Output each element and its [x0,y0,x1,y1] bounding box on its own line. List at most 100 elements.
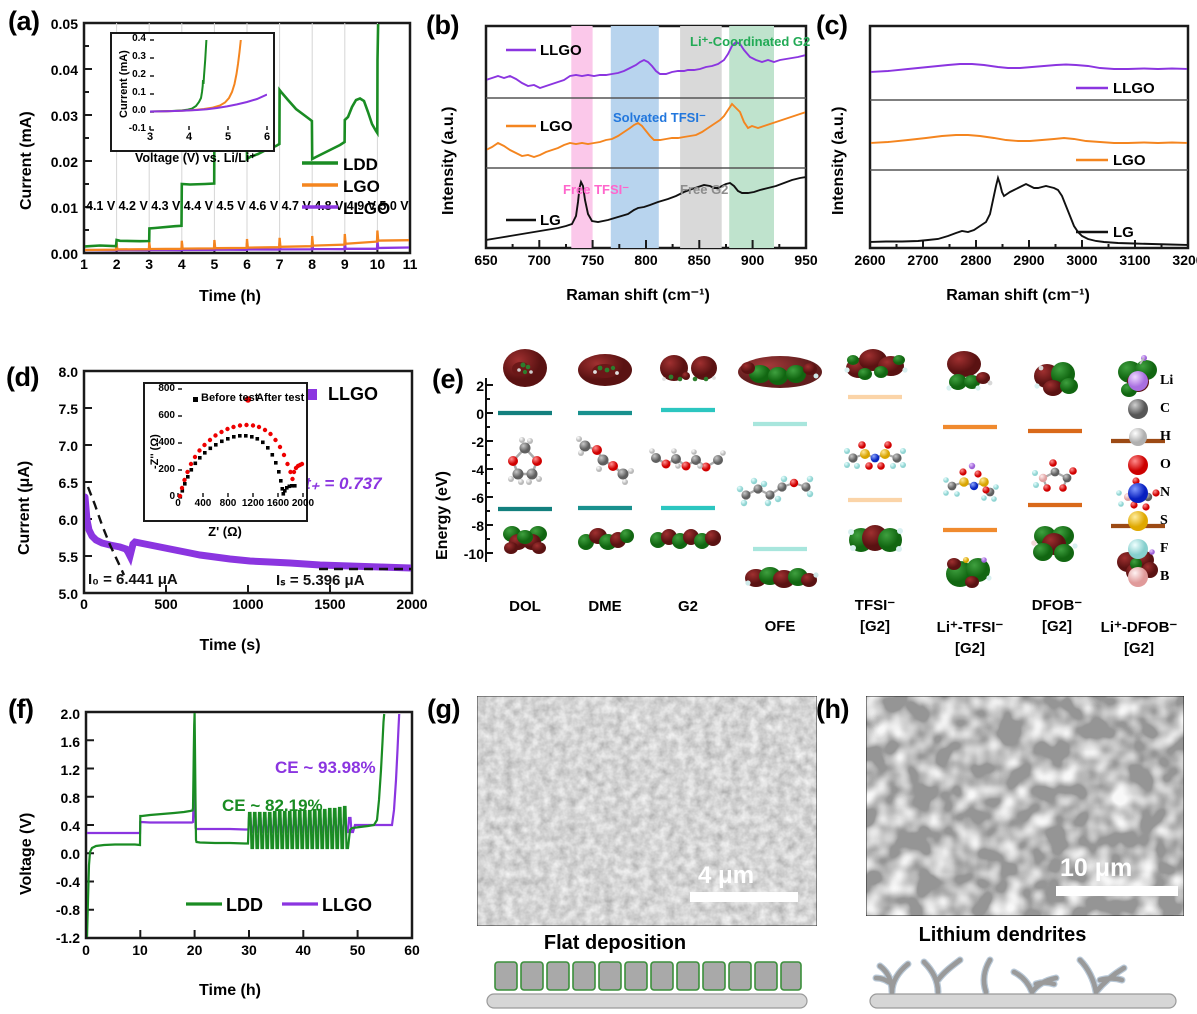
panel-a: (a) Current (mA) Time (h) 0.05 0.04 0.03… [0,0,420,315]
panel-a-xtick-2: 3 [145,256,154,272]
panel-b-xtick-3: 800 [634,252,658,268]
panel-a-xtick-9: 10 [369,256,386,272]
panel-a-legend-lines [302,161,338,209]
panel-e-atom-li: Li [1160,373,1174,388]
panel-e-ytick-5: -8 [471,518,484,534]
panel-e-atom-h: H [1160,429,1171,444]
panel-c-xtick-4: 3000 [1066,252,1098,268]
panel-a-xtick-5: 6 [243,256,251,272]
panel-d-label: (d) [6,362,39,392]
panel-a-xtick-0: 1 [80,256,88,272]
panel-a-inset-xtick-1: 4 [185,131,193,143]
panel-a-ytick-5: 0.05 [50,16,78,32]
panel-e-species-li-tfsi-g2: [G2] [955,640,985,657]
panel-f-ytick-2: -0.4 [55,874,80,890]
panel-e-label: (e) [432,364,464,394]
panel-a-inset-ytick-2: 0.1 [132,87,146,98]
panel-f-ytick-3: 0.0 [60,846,80,862]
panel-c-trace-llgo: LLGO [1113,80,1155,97]
panel-a-inset-ytick-3: 0.2 [132,69,146,80]
panel-d-inset-xtick-4: 1600 [266,498,290,509]
panel-d: (d) Current (μA) Time (s) 8.0 7.5 7.0 6.… [0,340,428,670]
panel-e-species-dme: DME [588,598,622,615]
panel-g-caption: Flat deposition [543,932,687,954]
panel-a-step-5: 4.6 V [249,199,279,213]
panel-b: (b) Intensity (a.u.) Raman shift (cm⁻¹) [418,0,818,315]
panel-d-inset-legend-after: After test [256,392,305,404]
panel-b-trace-llgo: LLGO [540,42,582,59]
panel-f-ce-ldd: CE ~ 82.19% [222,796,323,815]
panel-a-inset-xlabel: Voltage (V) vs. Li/Li⁺ [135,151,256,165]
panel-b-band-label-free-g2: Free G2 [680,182,729,197]
panel-g-sem-image [477,696,817,926]
panel-e-ytick-0: 2 [476,378,484,394]
panel-d-inset-ytick-3: 600 [158,410,175,421]
panel-g: (g) 4 μm Flat deposition [415,670,817,1013]
panel-e-atom-key-spheres [1128,371,1148,587]
panel-a-legend-lgo: LGO [343,177,380,196]
panel-f-ytick-0: -1.2 [55,930,80,946]
panel-f-xtick-0: 0 [82,942,90,958]
panel-a-legend-llgo: LLGO [343,199,391,218]
panel-d-is-label: Iₛ = 5.396 μA [276,572,365,589]
panel-c-plot [868,24,1190,250]
panel-h-scalebar [1056,886,1178,896]
panel-b-xlabel: Raman shift (cm⁻¹) [566,287,710,304]
panel-d-ytick-4: 7.0 [58,438,78,454]
panel-a-step-0: 4.1 V [86,199,116,213]
panel-b-xtick-2: 750 [580,252,605,268]
panel-d-inset-legend-before: Before test [201,392,259,404]
panel-f-xtick-3: 30 [241,942,257,958]
panel-b-xtick-4: 850 [687,252,711,268]
panel-a-xtick-1: 2 [112,256,121,272]
panel-a-inset-ytick-5: 0.4 [132,33,146,44]
panel-e-ytick-3: -4 [471,462,484,478]
panel-a-step-9: 5.0 V [379,199,409,213]
panel-b-trace-lgo: LGO [540,118,573,135]
panel-d-inset-ytick-1: 200 [158,464,175,475]
panel-d-i0-label: I₀ = 6.441 μA [88,571,178,588]
panel-h-schematic [869,956,1177,1009]
panel-d-inset-ytick-2: 400 [158,437,175,448]
panel-d-xlabel: Time (s) [199,637,261,654]
panel-b-band-label-li-g2: Li⁺-Coordinated G2 [690,34,811,49]
panel-e-species-dfob-g2: [G2] [1042,618,1072,635]
panel-a-inset-ytick-0: -0.1 [128,123,146,134]
panel-e-ytick-4: -6 [471,490,484,506]
panel-d-inset-xlabel: Z' (Ω) [208,524,242,539]
panel-e-atom-s: S [1160,513,1168,528]
panel-d-ytick-2: 6.0 [58,512,78,528]
panel-d-inset-plot [177,388,305,499]
panel-g-schematic [486,961,808,1009]
panel-f-legend-llgo: LLGO [322,895,372,915]
panel-c-xtick-5: 3100 [1119,252,1151,268]
panel-e-species-ofe: OFE [764,618,796,635]
panel-a-step-4: 4.5 V [216,199,246,213]
panel-g-scalebar-label: 4 μm [698,862,755,889]
panel-h-sem-image [866,696,1184,916]
panel-d-ytick-5: 7.5 [58,401,78,417]
panel-c-xtick-1: 2700 [907,252,939,268]
panel-d-inset-ytick-0: 0 [169,491,175,502]
panel-d-xtick-0: 0 [80,596,88,612]
panel-d-inset-xtick-0: 0 [175,498,181,509]
panel-d-xtick-2: 1000 [232,596,264,612]
panel-h: (h) 10 μm Lithium dendrites [808,670,1197,1013]
panel-e-species-li-tfsi: Li⁺-TFSI⁻ [936,619,1004,636]
panel-a-step-6: 4.7 V [281,199,311,213]
panel-a-xtick-3: 4 [177,256,186,272]
panel-f-xtick-2: 20 [186,942,203,958]
panel-g-scalebar [690,892,798,902]
panel-a-xtick-6: 7 [275,256,284,272]
panel-a-legend-ldd: LDD [343,155,378,174]
panel-b-band-label-free-tfsi: Free TFSI⁻ [563,182,630,197]
panel-h-caption: Lithium dendrites [918,924,1087,946]
panel-a-inset-ylabel: Current (mA) [118,50,130,118]
panel-d-inset-xtick-2: 800 [219,498,237,509]
panel-e-species-tfsi-g2: [G2] [860,618,890,635]
panel-f-legend-ldd: LDD [226,895,263,915]
panel-a-step-1: 4.2 V [118,199,148,213]
panel-f-ytick-1: -0.8 [55,902,80,918]
panel-a-inset-plot [149,39,268,131]
panel-e-species-g2: G2 [677,598,698,615]
